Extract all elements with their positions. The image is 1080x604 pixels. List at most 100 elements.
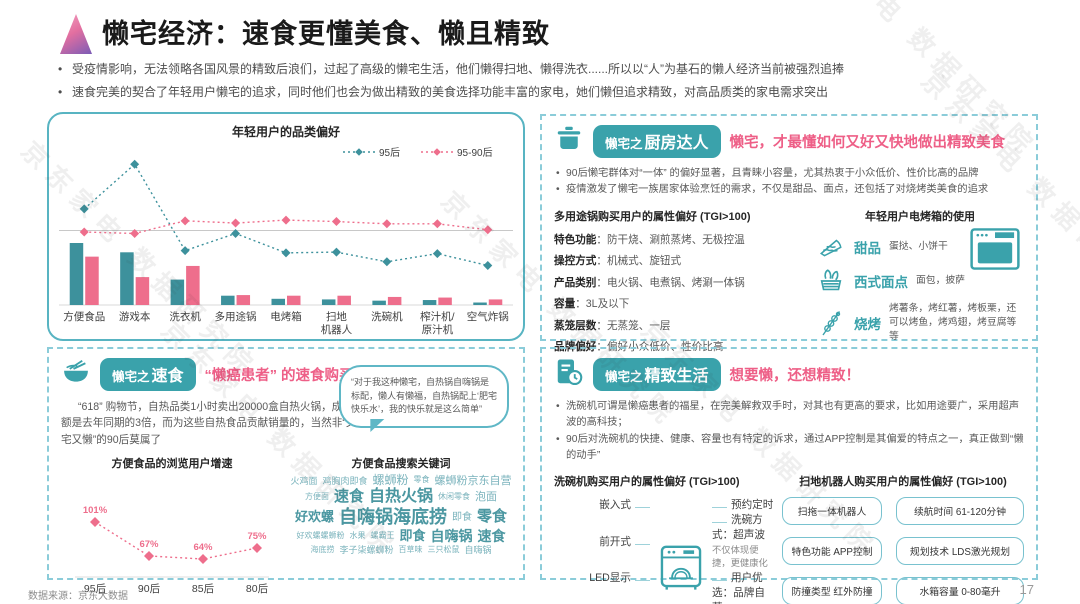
oven-use-name: 西式面点 <box>854 274 908 290</box>
skewer-icon <box>816 307 846 339</box>
noodle-bowl-icon <box>61 357 91 392</box>
pot-attribute-row: 蒸笼层数：无蒸笼、一层 <box>554 319 671 332</box>
bar-95后 <box>170 279 185 305</box>
life-bullet: 洗碗机可谓是懒癌患者的福星，在完美解救双手时，对其也有更高的要求，比如用途要广，… <box>554 399 1024 432</box>
bar-95后 <box>473 302 487 305</box>
dishwasher-heading: 洗碗机购买用户的属性偏好 (TGI>100) <box>554 475 740 488</box>
oven-use-name: 烧烤 <box>854 317 881 333</box>
diamond-marker <box>79 227 89 237</box>
diamond-marker <box>90 517 100 527</box>
chart-title: 年轻用户的品类偏好 <box>231 125 340 139</box>
multipot-attributes: 多用途锅购买用户的属性偏好 (TGI>100) 特色功能：防干烧、涮煎蒸烤、无极… <box>554 208 812 361</box>
svg-text:原汁机: 原汁机 <box>422 323 454 336</box>
bar-95后 <box>221 295 235 305</box>
diamond-marker <box>252 543 262 553</box>
cloud-word: 自嗨锅 <box>430 527 473 544</box>
kitchen-headline: 懒宅，才最懂如何又好又快地做出精致美食 <box>729 135 1006 151</box>
kitchen-bullets: 90后懒宅群体对“一体” 的偏好显著，且青睐小容量，尤其热衷于小众低价、性价比高… <box>554 166 1024 199</box>
diamond-marker <box>382 219 392 229</box>
robot-attribute-box: 续航时间 61-120分钟 <box>896 496 1024 525</box>
dishwasher-diagram: 嵌入式前开式LED显示洗果蔬海鲜要求用途更广泛 预约定时洗碗方式：超声波不仅体现… <box>554 497 774 604</box>
page-number: 17 <box>1019 582 1034 597</box>
diamond-marker <box>483 225 493 235</box>
growth-chart-title: 方便食品的浏览用户增速 <box>111 458 233 470</box>
cloud-word: 自热火锅 <box>369 488 434 506</box>
diamond-marker <box>355 148 363 156</box>
data-source: 数据来源：京东大数据 <box>28 591 128 602</box>
cloud-word: 速食 <box>477 527 506 544</box>
svg-text:方便食品: 方便食品 <box>63 310 105 323</box>
oven-use-row: 甜品 蛋挞、小饼干 <box>816 234 1024 260</box>
bar-95-90后 <box>135 277 150 305</box>
cloud-word: 自嗨锅 <box>464 545 492 556</box>
dishwasher-attribute: 前开式 <box>554 534 650 549</box>
robot-attribute-box: 扫拖一体机器人 <box>782 496 882 525</box>
browse-growth-chart: 101% 95后 67% 90后 64% 85后 75% 80后 <box>75 505 269 595</box>
svg-text:67%: 67% <box>139 539 159 550</box>
svg-text:游戏本: 游戏本 <box>119 310 151 323</box>
cloud-word: 百草味 <box>398 544 423 554</box>
speedfood-header: 懒宅之 速食 “懒癌患者” 的速食购买力超乎想象 <box>61 357 511 392</box>
pot-attribute-row: 产品类别：电火锅、电煮锅、烤涮一体锅 <box>554 276 745 289</box>
diamond-marker <box>231 228 241 238</box>
wordcloud-title: 方便食品搜索关键词 <box>351 458 451 470</box>
life-bullet: 90后对洗碗机的快捷、健康、容量也有特定的诉求，通过APP控制是其偏爱的特点之一… <box>554 432 1024 465</box>
life-headline: 想要懒，还想精致！ <box>729 368 861 384</box>
badge-emphasis: 速食 <box>151 368 184 385</box>
oven-use-row: 烧烤 烤薯条，烤红薯，烤板栗，还可以烤鱼，烤鸡翅，烤豆腐等等 <box>816 302 1024 345</box>
diamond-marker <box>198 554 208 564</box>
cloud-word: 火鸡面 <box>290 475 318 486</box>
bar-95-90后 <box>287 295 301 305</box>
badge-emphasis: 厨房达人 <box>644 135 709 152</box>
diamond-marker <box>79 204 89 214</box>
bar-95-90后 <box>85 256 99 305</box>
badge-prefix: 懒宅之 <box>605 137 643 151</box>
bar-95-90后 <box>236 295 251 305</box>
diamond-marker <box>432 249 442 259</box>
svg-text:85后: 85后 <box>192 583 214 595</box>
bar-95后 <box>321 299 336 305</box>
bar-95-90后 <box>387 296 402 305</box>
dishwasher-attribute: 嵌入式 <box>554 497 650 512</box>
robot-attribute-box: 水箱容量 0-80毫升 <box>896 576 1024 604</box>
cloud-word: 速食 <box>333 487 364 505</box>
cloud-word: 螺蛳粉京东自营 <box>434 474 512 487</box>
badge-emphasis: 精致生活 <box>644 368 709 385</box>
speedfood-panel: 懒宅之 速食 “懒癌患者” 的速食购买力超乎想象 “618” 购物节，自热品类1… <box>47 347 525 595</box>
kitchen-panel: 懒宅之 厨房达人 懒宅，才最懂如何又好又快地做出精致美食 90后懒宅群体对“一体… <box>540 114 1038 353</box>
kitchen-badge: 懒宅之 厨房达人 <box>593 125 721 158</box>
bar-95后 <box>372 300 386 305</box>
diamond-marker <box>130 228 140 238</box>
svg-text:101%: 101% <box>83 505 108 516</box>
diamond-marker <box>180 216 190 226</box>
kitchen-header: 懒宅之 厨房达人 懒宅，才最懂如何又好又快地做出精致美食 <box>554 124 1024 159</box>
diamond-marker <box>130 159 140 169</box>
bar-95-90后 <box>488 299 503 305</box>
oven-use-name: 甜品 <box>854 240 881 256</box>
cloud-word: 好欢螺 <box>294 509 334 525</box>
svg-text:洗碗机: 洗碗机 <box>371 310 403 323</box>
dishwasher-attribute: 用户优选：品牌自荐 <box>712 570 774 604</box>
keyword-cloud-block: 方便食品搜索关键词 火鸡面 鸡胸肉即食 螺蛳粉 零食 螺蛳粉京东自营 方便面 速食 自热火锅休… <box>287 455 515 600</box>
oven-use-desc: 面包，披萨 <box>916 274 965 286</box>
cloud-word: 泡面 <box>475 491 498 504</box>
dishwasher-block: 洗碗机购买用户的属性偏好 (TGI>100) 嵌入式前开式LED显示洗果蔬海鲜要… <box>554 473 774 604</box>
cake-icon <box>816 234 846 260</box>
cloud-word: 即食 <box>452 511 472 523</box>
life-badge: 懒宅之 精致生活 <box>593 358 721 391</box>
robot-attribute-box: 规划技术 LDS激光规划 <box>896 536 1024 565</box>
diamond-marker <box>331 247 341 257</box>
cloud-word: 三只松鼠 <box>427 544 460 554</box>
svg-text:95后: 95后 <box>84 583 106 595</box>
pot-attribute-row: 操控方式：机械式、旋钮式 <box>554 255 682 268</box>
diamond-marker <box>331 217 341 227</box>
cloud-word: 螺蛳粉 <box>372 473 409 487</box>
refined-life-panel: 懒宅之 精致生活 想要懒，还想精致！ 洗碗机可谓是懒癌患者的福星，在完美解救双手… <box>540 347 1038 604</box>
svg-text:80后: 80后 <box>246 583 268 595</box>
svg-text:90后: 90后 <box>138 583 160 595</box>
speedfood-paragraph: “618” 购物节，自热品类1小时卖出20000盒自热火锅，成交额是去年同期的3… <box>61 401 357 446</box>
multipot-heading: 多用途锅购买用户的属性偏好 (TGI>100) <box>554 210 751 223</box>
oven-use-desc: 烤薯条，烤红薯，烤板栗，还可以烤鱼，烤鸡翅，烤豆腐等等 <box>889 302 1017 343</box>
dishwasher-attribute: 预约定时 <box>712 497 774 512</box>
